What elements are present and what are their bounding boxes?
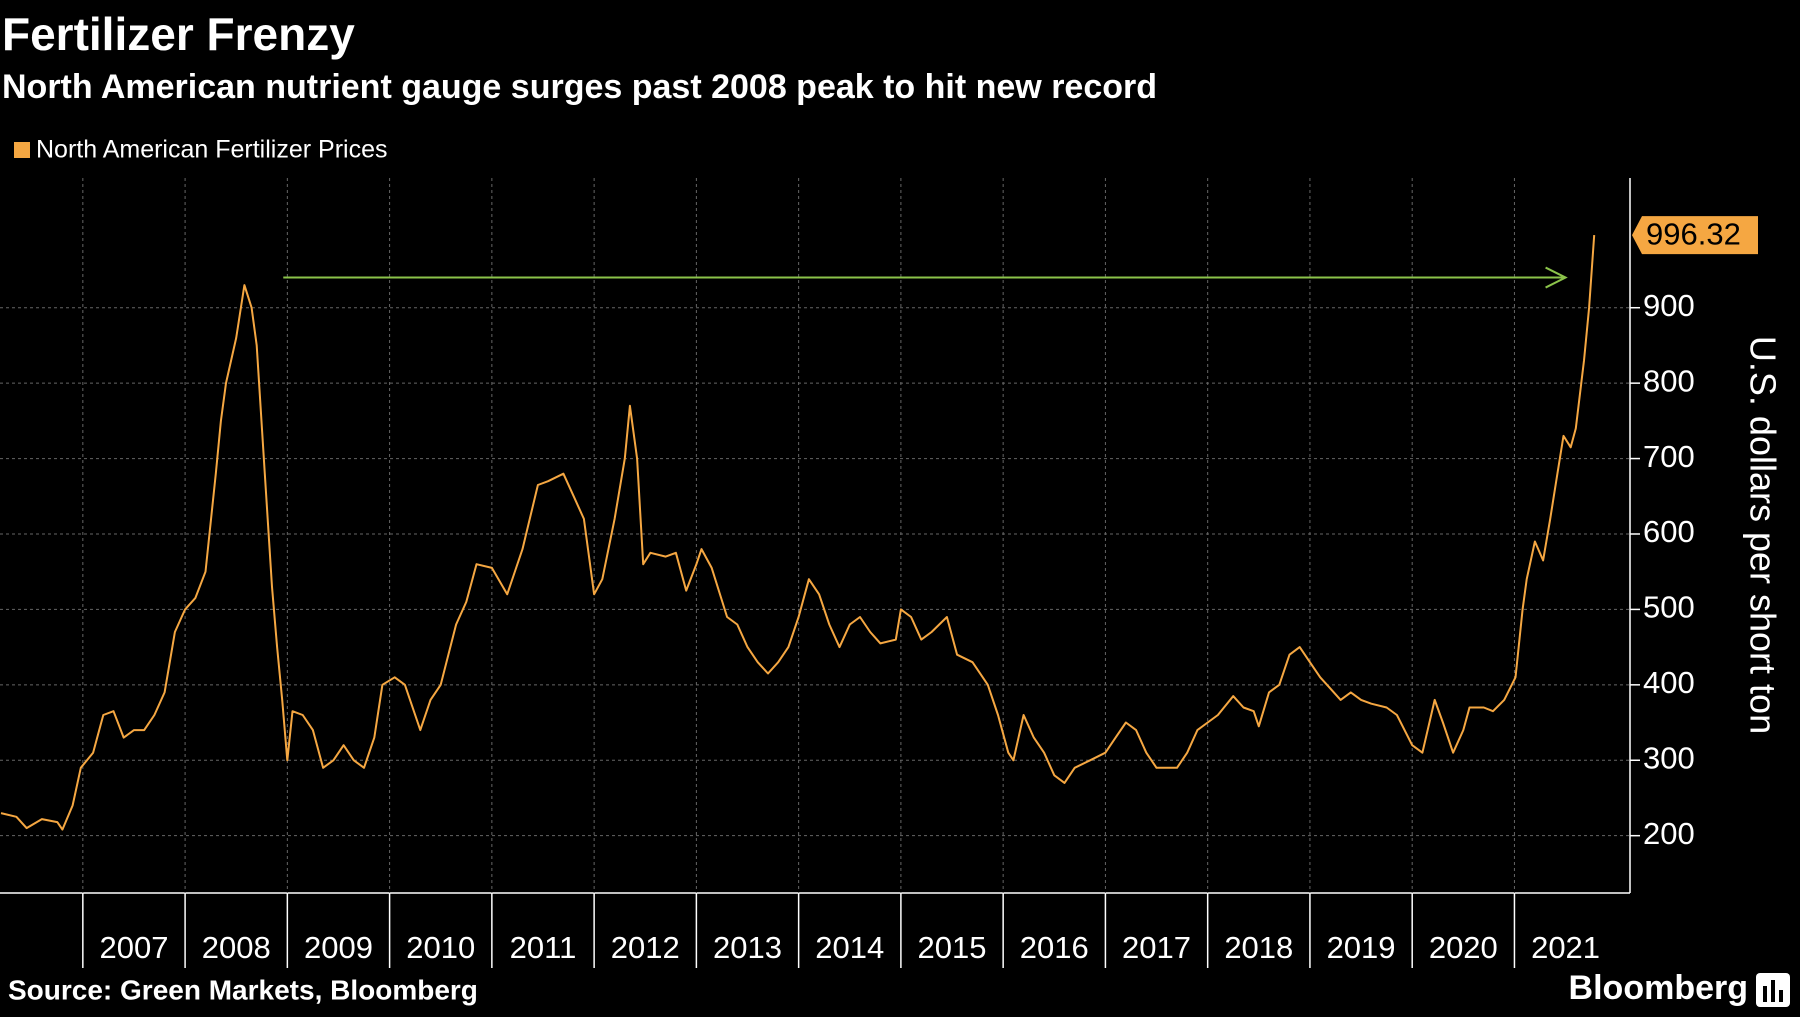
x-tick-label: 2013 <box>713 930 782 965</box>
y-tick-label: 600 <box>1643 514 1695 549</box>
x-tick-label: 2009 <box>304 930 373 965</box>
x-tick-label: 2015 <box>918 930 987 965</box>
chart-subtitle: North American nutrient gauge surges pas… <box>2 68 1157 106</box>
y-tick-label: 900 <box>1643 288 1695 323</box>
x-tick-label: 2021 <box>1531 930 1600 965</box>
y-tick-label: 200 <box>1643 816 1695 851</box>
x-tick-label: 2010 <box>406 930 475 965</box>
y-axis-label: U.S. dollars per short ton <box>1742 336 1783 734</box>
series-line <box>0 235 1596 831</box>
x-tick-label: 2018 <box>1224 930 1293 965</box>
last-value-label: 996.32 <box>1646 216 1741 251</box>
y-tick-label: 800 <box>1643 363 1695 398</box>
x-tick-label: 2017 <box>1122 930 1191 965</box>
y-tick-label: 500 <box>1643 590 1695 625</box>
legend-label: North American Fertilizer Prices <box>36 136 387 164</box>
y-tick-label: 400 <box>1643 665 1695 700</box>
y-tick-label: 700 <box>1643 439 1695 474</box>
brand: Bloomberg <box>1569 969 1748 1007</box>
chart-title: Fertilizer Frenzy <box>2 8 355 60</box>
arrow-head <box>1545 266 1568 289</box>
logo-bar <box>1771 980 1775 1002</box>
x-tick-label: 2007 <box>99 930 168 965</box>
x-tick-label: 2014 <box>815 930 884 965</box>
source: Source: Green Markets, Bloomberg <box>8 974 478 1005</box>
logo-bar <box>1779 990 1783 1002</box>
brand-logo <box>1756 973 1790 1007</box>
last-value-box <box>1632 216 1758 255</box>
x-tick-label: 2011 <box>510 930 577 965</box>
legend-swatch <box>14 142 30 158</box>
x-tick-label: 2019 <box>1327 930 1396 965</box>
x-tick-label: 2012 <box>611 930 680 965</box>
x-tick-label: 2008 <box>202 930 271 965</box>
x-tick-label: 2020 <box>1429 930 1498 965</box>
logo-bar <box>1763 986 1767 1002</box>
y-tick-label: 300 <box>1643 740 1695 775</box>
x-tick-label: 2016 <box>1020 930 1089 965</box>
